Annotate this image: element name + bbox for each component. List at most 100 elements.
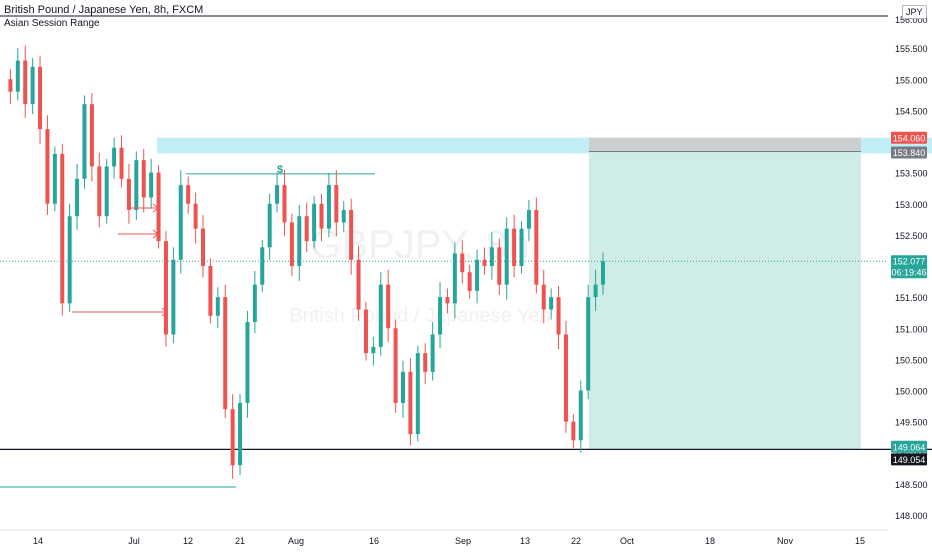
candle: [526, 200, 531, 242]
candle-body: [475, 259, 480, 291]
zone-top-tag: 154.060: [891, 131, 927, 144]
candle-body: [134, 160, 139, 210]
candle: [23, 45, 28, 118]
candle: [467, 264, 472, 299]
candle-body: [586, 297, 591, 391]
candle-body: [30, 66, 35, 105]
indicator-label[interactable]: Asian Session Range: [4, 18, 100, 29]
candle-body: [52, 153, 57, 204]
candle-body: [15, 60, 20, 92]
candle: [60, 143, 65, 316]
candle: [260, 239, 265, 293]
candle-body: [526, 209, 531, 229]
candle: [245, 310, 250, 418]
candle: [89, 92, 94, 182]
y-tick-label: 154.500: [895, 106, 928, 116]
candle: [489, 232, 494, 280]
candle: [252, 270, 257, 334]
candle: [230, 394, 235, 479]
x-tick-label: 22: [571, 536, 581, 546]
candle-body: [208, 266, 213, 316]
candle: [267, 193, 272, 260]
candle-body: [186, 185, 191, 204]
candle: [156, 165, 161, 249]
candle: [401, 360, 405, 418]
y-tick-label: 155.500: [895, 44, 928, 54]
candle: [452, 242, 457, 319]
candle-body: [8, 79, 13, 92]
candle-body: [149, 172, 154, 198]
x-tick-label: Sep: [455, 536, 471, 546]
candle-body: [334, 185, 339, 223]
candle: [163, 231, 168, 347]
candle-body: [126, 178, 131, 210]
candle-body: [512, 228, 517, 266]
candle: [178, 170, 183, 274]
candle: [326, 172, 331, 238]
x-tick-label: Oct: [620, 536, 635, 546]
candle-body: [563, 334, 568, 422]
candle-body: [297, 216, 302, 266]
candle: [38, 55, 43, 144]
candle: [201, 214, 205, 278]
candle: [275, 172, 280, 213]
candle: [460, 239, 465, 284]
candle: [208, 258, 213, 324]
candle-body: [452, 253, 457, 304]
x-tick-label: 14: [33, 536, 43, 546]
candle-body: [141, 160, 146, 198]
zone-bottom-tag: 153.840: [891, 146, 927, 159]
arrow-3: [72, 307, 168, 317]
candle-body: [408, 371, 413, 435]
candle-body: [497, 247, 502, 285]
candle: [408, 358, 413, 446]
candle: [415, 345, 420, 442]
candle-body: [275, 185, 280, 204]
candle: [571, 414, 576, 448]
x-tick-label: Jul: [128, 536, 140, 546]
candle-body: [193, 203, 198, 229]
candle: [475, 249, 480, 304]
candle: [319, 193, 324, 242]
candle-body: [178, 185, 183, 260]
low-tag-bg: [891, 453, 927, 466]
candle-body: [201, 228, 205, 266]
candle: [363, 302, 368, 361]
candle-body: [445, 297, 450, 304]
candle-body: [163, 241, 168, 335]
candle: [504, 217, 509, 300]
candle: [356, 246, 361, 321]
candle: [563, 320, 568, 433]
candle: [193, 192, 198, 244]
candle-body: [504, 228, 509, 285]
candle: [512, 214, 517, 278]
candle-body: [156, 172, 161, 242]
candle: [238, 394, 243, 476]
candle-body: [430, 334, 435, 372]
arrow-1-head: [152, 203, 159, 213]
candle-body: [112, 147, 117, 167]
candle-body: [38, 66, 43, 130]
y-tick-label: 153.000: [895, 200, 928, 210]
candle-body: [119, 147, 124, 179]
candle: [186, 176, 191, 214]
candle-body: [260, 247, 265, 285]
candle: [82, 95, 87, 189]
candle-body: [67, 216, 72, 304]
candle-body: [415, 353, 420, 435]
y-tick-label: 148.500: [895, 480, 928, 490]
candle-body: [341, 209, 346, 223]
candle-body: [489, 247, 494, 266]
candle: [126, 163, 131, 224]
candle-body: [571, 421, 576, 441]
candle: [438, 282, 443, 349]
candle: [430, 322, 435, 381]
currency-button[interactable]: JPY: [902, 5, 927, 19]
candle: [223, 284, 228, 418]
candle-body: [75, 178, 80, 217]
candle: [423, 343, 428, 385]
low-tag: 149.054: [891, 453, 927, 466]
candle: [289, 213, 294, 276]
